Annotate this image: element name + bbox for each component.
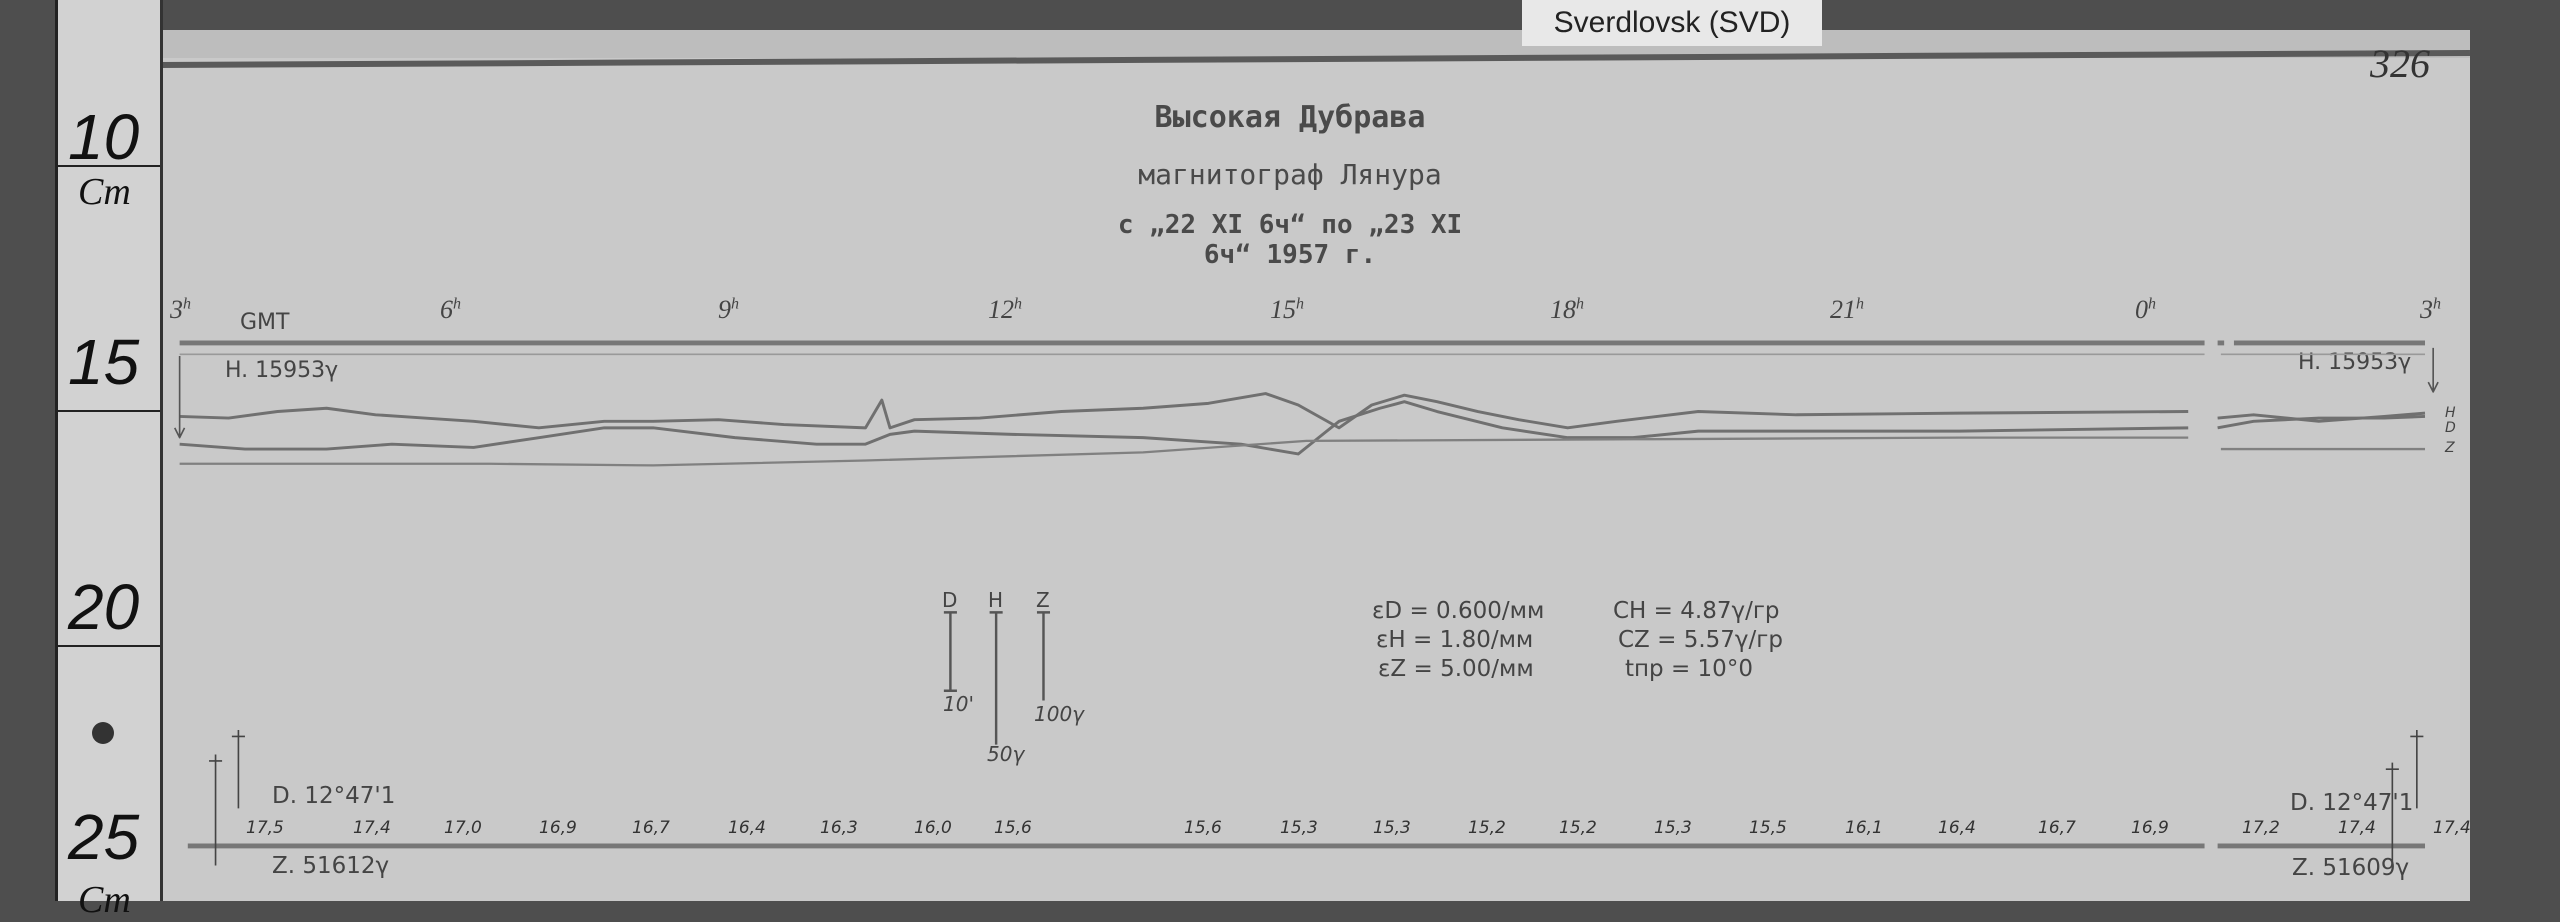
hour-label: 3h: [170, 295, 191, 324]
recording-period: с „22 XI 6ч“ по „23 XI 6ч“ 1957 г.: [1117, 210, 1463, 270]
hour-label: 0h: [2135, 295, 2156, 324]
constant-c-z: CZ = 5.57γ/гр: [1618, 627, 1783, 653]
hour-label: 6h: [440, 295, 461, 324]
ruler-tick: [58, 645, 160, 647]
trace-label-h: H: [2445, 405, 2456, 421]
station-label: Sverdlovsk (SVD): [1522, 0, 1822, 46]
punch-hole: [92, 722, 114, 744]
temperature-reading: 15,3: [1373, 818, 1411, 838]
d-scale-bar: [943, 611, 957, 692]
temperature-reading: 16,0: [914, 818, 952, 838]
polarity-arrows: [209, 729, 2424, 866]
z-baseline-right: Z. 51609γ: [2292, 855, 2410, 881]
hour-label: 12h: [988, 295, 1022, 324]
ruler-tick: [58, 165, 160, 167]
scale-value-h: 50γ: [987, 742, 1025, 766]
temperature-reading: 15,6: [1184, 818, 1222, 838]
temperature-reading: 16,9: [2131, 818, 2169, 838]
temperature-reading: 15,5: [1749, 818, 1787, 838]
scale-value-d: 10': [943, 692, 974, 716]
hour-label: 3h: [2420, 295, 2441, 324]
temperature-reading: 16,4: [1938, 818, 1976, 838]
ruler-mark-25: 25: [68, 801, 140, 873]
trace-label-z: Z: [2445, 440, 2455, 456]
constant-eps-z: εZ = 5.00/мм: [1378, 656, 1534, 682]
hour-label: 18h: [1550, 295, 1584, 324]
z-baseline-left: Z. 51612γ: [272, 853, 390, 879]
temperature-reading: 15,6: [994, 818, 1032, 838]
temperature-reading: 17,4: [353, 818, 391, 838]
temperature-reading: 16,7: [632, 818, 670, 838]
h-arrow: [174, 347, 2439, 439]
instrument-name: магнитограф Лянура: [1138, 158, 1442, 191]
constant-eps-h: εH = 1.80/мм: [1376, 627, 1534, 653]
temperature-reading: 16,7: [2038, 818, 2076, 838]
scale-label-d: D: [942, 588, 958, 612]
hour-label: 21h: [1830, 295, 1864, 324]
constant-c-h: CH = 4.87γ/гр: [1613, 598, 1780, 624]
magnetogram-sheet: [160, 58, 2470, 901]
temperature-reading: 17,5: [246, 818, 284, 838]
d-trace: [179, 400, 2426, 456]
temperature-reading: 17,2: [2242, 818, 2280, 838]
gmt-label: GMT: [240, 310, 290, 335]
scale-label-h: H: [988, 588, 1004, 612]
hour-label: 9h: [718, 295, 739, 324]
d-baseline-right: D. 12°47'1: [2290, 790, 2414, 816]
hour-label: 15h: [1270, 295, 1304, 324]
temperature-reading: 17,4: [2338, 818, 2376, 838]
scale-label-z: Z: [1036, 588, 1050, 612]
constant-t-np: tпр = 10°0: [1625, 656, 1753, 682]
centimeter-ruler: 10 Cm 15 20 25 Cm: [55, 0, 163, 921]
temperature-reading: 16,4: [728, 818, 766, 838]
constant-eps-d: εD = 0.600/мм: [1372, 598, 1545, 624]
ruler-tick: [58, 410, 160, 412]
h-trace: [179, 392, 2426, 430]
sheet-number: 326: [2370, 41, 2430, 86]
temperature-reading: 17,4: [2433, 818, 2471, 838]
observatory-name: Высокая Дубрава: [1154, 100, 1426, 135]
z-trace: [179, 436, 2426, 467]
temperature-reading: 15,3: [1654, 818, 1692, 838]
temperature-reading: 15,2: [1559, 818, 1597, 838]
temperature-reading: 15,2: [1468, 818, 1506, 838]
ruler-mark-20: 20: [68, 571, 140, 643]
ruler-mark-10: 10: [68, 101, 140, 173]
magnetogram-traces: [174, 340, 2439, 866]
temperature-reading: 15,3: [1280, 818, 1318, 838]
ruler-mark-15: 15: [68, 326, 140, 398]
temperature-reading: 16,1: [1845, 818, 1883, 838]
trace-label-d: D: [2445, 420, 2456, 436]
ruler-unit: Cm: [78, 171, 131, 213]
temperature-reading: 16,9: [539, 818, 577, 838]
h-scale-bar: [989, 611, 1003, 745]
temperature-reading: 16,3: [820, 818, 858, 838]
z-scale-bar: [1036, 611, 1051, 701]
temperature-reading: 17,0: [444, 818, 482, 838]
scale-value-z: 100γ: [1034, 702, 1085, 726]
d-baseline-left: D. 12°47'1: [272, 783, 396, 809]
h-baseline-left: H. 15953γ: [225, 358, 339, 383]
